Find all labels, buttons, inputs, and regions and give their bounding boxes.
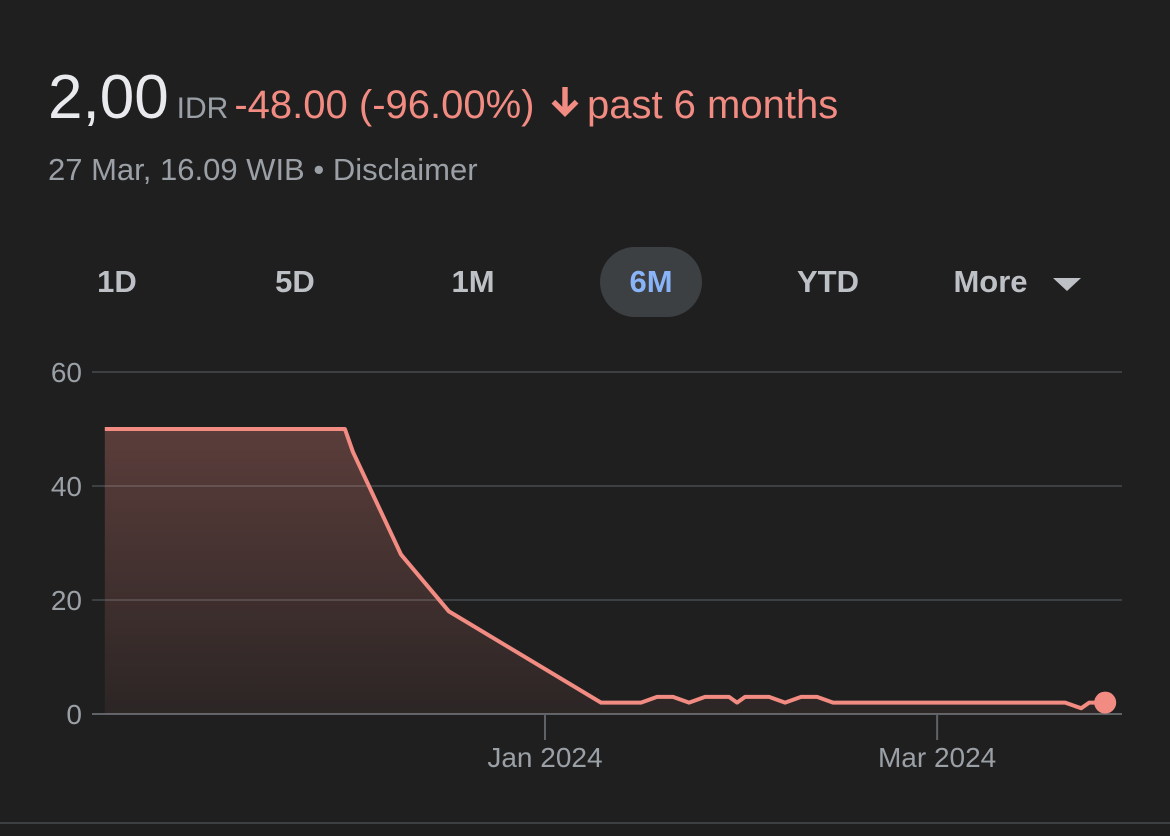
currency: IDR: [176, 92, 229, 125]
y-tick-label: 60: [51, 357, 82, 388]
x-tick-label: Jan 2024: [487, 742, 602, 773]
y-tick-label: 40: [51, 471, 82, 502]
dropdown-icon: [1052, 277, 1081, 291]
range-tab[interactable]: YTD: [770, 247, 886, 317]
range-tab[interactable]: 5D: [250, 247, 340, 317]
y-tick-label: 20: [51, 585, 82, 616]
change: -48.00 (-96.00%): [234, 83, 535, 127]
range-tab[interactable]: 1M: [428, 247, 518, 317]
tab-label: 1M: [451, 264, 495, 299]
price-line: [104, 427, 1106, 711]
disclaimer[interactable]: Disclaimer: [332, 152, 478, 187]
area-fill: [104, 429, 1106, 714]
subline: 27 Mar, 16.09 WIB • Disclaimer: [48, 152, 478, 188]
separator: •: [313, 152, 325, 187]
range-tab[interactable]: 1D: [72, 247, 162, 317]
tab-label: 6M: [629, 264, 673, 299]
header: 2,00 IDR -48.00 (-96.00%) past 6 months: [48, 62, 838, 133]
timestamp: 27 Mar, 16.09 WIB: [48, 152, 305, 187]
y-tick-label: 0: [66, 699, 82, 730]
x-tick-label: Mar 2024: [878, 742, 996, 773]
tab-label: 1D: [97, 264, 137, 299]
range-tab[interactable]: 6M: [600, 247, 702, 317]
tab-label: 5D: [275, 264, 315, 299]
range-tab[interactable]: More: [925, 247, 1110, 317]
last-point: [1094, 691, 1117, 714]
tab-label: More: [953, 264, 1028, 299]
price: 2,00: [48, 63, 169, 132]
period: past 6 months: [586, 83, 839, 127]
tab-label: YTD: [797, 264, 859, 299]
down-arrow: [551, 87, 579, 117]
